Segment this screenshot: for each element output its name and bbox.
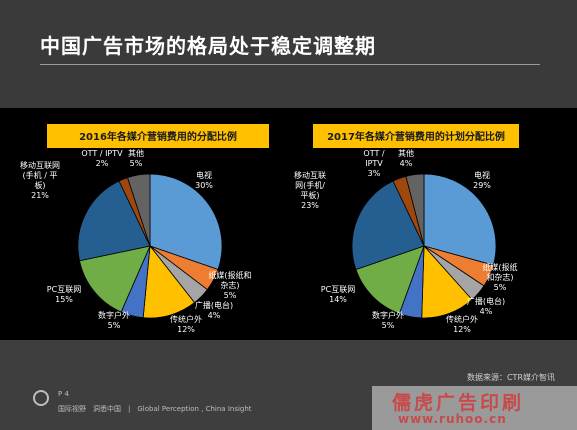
watermark-url: www.ruhoo.cn: [398, 412, 507, 426]
slice-label: 电视 29%: [473, 170, 491, 190]
slice-label: OTT / IPTV 2%: [81, 149, 123, 168]
slice-label: 广播(电台) 4%: [467, 296, 505, 316]
slice-label: 其他 4%: [398, 148, 414, 168]
slice-label: 传统户外 12%: [446, 314, 478, 334]
slice-label: PC互联网 14%: [321, 285, 355, 304]
brand-logo-icon: [33, 390, 49, 406]
slice-label: 移动互联网(手机/平板) 23%: [294, 170, 326, 210]
pie-slice-1: [149, 173, 223, 271]
slice-label: 纸媒(报纸和杂志) 5%: [208, 270, 251, 300]
title-divider: [40, 64, 540, 65]
watermark: 儒虎广告印刷 www.ruhoo.cn: [372, 386, 577, 430]
page-number: P 4: [58, 390, 69, 398]
slice-label: 广播(电台) 4%: [195, 300, 233, 320]
slice-label: OTT / IPTV 3%: [363, 149, 384, 178]
data-source: 数据来源：CTR媒介智讯: [466, 373, 555, 382]
slice-label: 传统户外 12%: [170, 314, 202, 334]
chart-title: 2016年各媒介营销费用的分配比例: [79, 130, 237, 143]
pie-slice-9: [127, 173, 151, 247]
chart-title-box: [313, 124, 519, 148]
slice-label: PC互联网 15%: [47, 285, 81, 304]
pie-slice-7: [351, 180, 425, 271]
slice-label: 数字户外 5%: [98, 310, 130, 330]
chart-area: 2016年各媒介营销费用的分配比例 电视 30% 纸媒(报纸和杂志) 5% 广播(电台) 4…: [0, 108, 577, 340]
pie-slice-1: [423, 173, 497, 266]
pie-slice-9: [405, 173, 425, 247]
pie-slice-7: [77, 180, 151, 262]
title-band: [0, 0, 577, 108]
chart-title: 2017年各媒介营销费用的计划分配比例: [327, 130, 505, 143]
page-title: 中国广告市场的格局处于稳定调整期: [40, 34, 376, 58]
pie-slice-6: [355, 245, 425, 315]
watermark-text: 儒虎广告印刷: [392, 392, 525, 414]
slice-label: 其他 5%: [128, 148, 144, 168]
pie-slice-6: [79, 245, 151, 313]
slice-label: 电视 30%: [195, 170, 213, 190]
footer-tagline: 国际视野 洞悉中国 | Global Perception , China In…: [58, 405, 252, 413]
chart-title-box: [47, 124, 269, 148]
slice-label: 移动互联网(手机 / 平板) 21%: [20, 160, 60, 200]
slice-label: 纸媒(报纸和杂志) 5%: [482, 262, 517, 292]
slice-label: 数字户外 5%: [372, 310, 404, 330]
